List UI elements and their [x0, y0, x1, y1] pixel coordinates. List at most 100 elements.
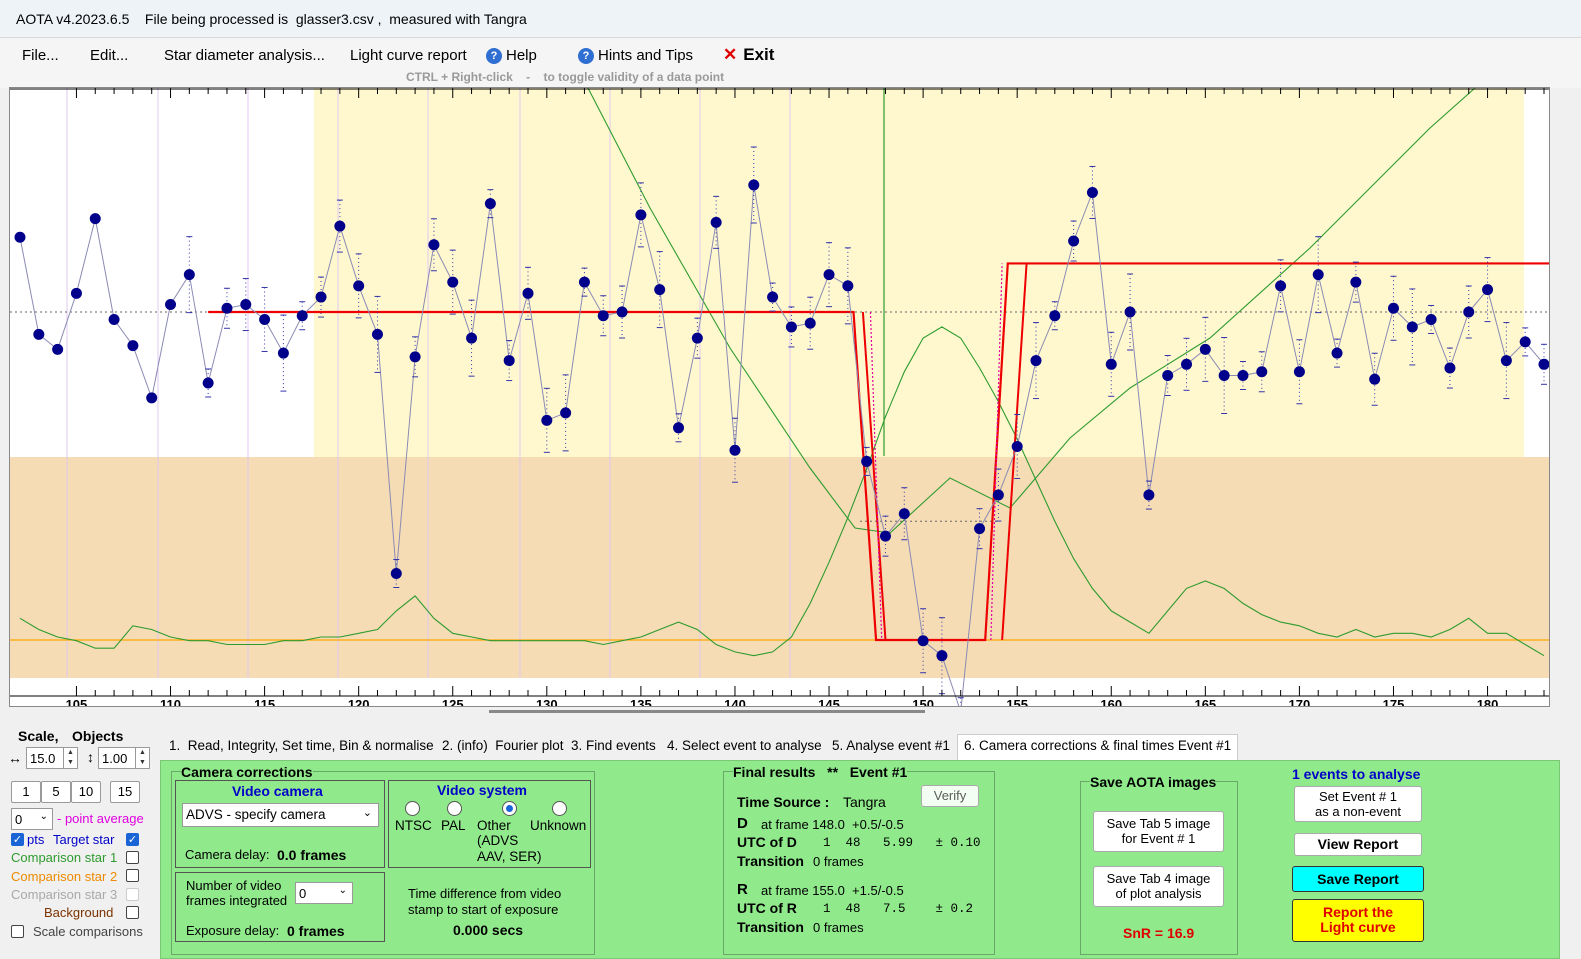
- set-non-event-label-2: as a non-event: [1314, 804, 1401, 819]
- tab-analyse-event[interactable]: 5. Analyse event #1: [832, 738, 950, 753]
- target-star-point: [541, 414, 553, 426]
- x-tick-label: 180: [1477, 697, 1499, 707]
- report-light-curve-label-1: Report the: [1323, 904, 1393, 920]
- verify-button[interactable]: Verify: [921, 785, 979, 807]
- target-star-point: [447, 276, 459, 288]
- plot-horizontal-scrollbar[interactable]: [9, 707, 1550, 717]
- transition-r-value: 0 frames: [813, 920, 864, 935]
- target-star-point: [1124, 306, 1136, 318]
- target-star-line: [19, 184, 1545, 706]
- other-label: Other: [477, 818, 511, 833]
- target-star-point: [861, 455, 873, 467]
- pts-checkbox[interactable]: ✓: [11, 833, 24, 846]
- point-average-label: - point average: [57, 811, 144, 826]
- down-arrow-icon[interactable]: ▼: [135, 758, 149, 768]
- r-frame: at frame 155.0 +1.5/-0.5: [761, 883, 904, 898]
- other-radio[interactable]: [502, 801, 517, 816]
- target-star-point: [1293, 366, 1305, 378]
- ntsc-radio[interactable]: [405, 801, 420, 816]
- x-tick-label: 125: [442, 697, 464, 707]
- light-curve-svg[interactable]: 105 110 115 120 125 130 135 140 145 150 155 160 165 1…: [10, 88, 1550, 707]
- target-star-checkbox[interactable]: ✓: [126, 833, 139, 846]
- menu-help[interactable]: ? Help: [486, 47, 537, 64]
- target-star-point: [1086, 186, 1098, 198]
- menu-star-diameter[interactable]: Star diameter analysis...: [164, 47, 325, 64]
- help-icon: ?: [486, 48, 502, 64]
- up-arrow-icon[interactable]: ▲: [63, 748, 77, 758]
- report-light-curve-button[interactable]: Report the Light curve: [1292, 899, 1424, 942]
- target-star-point: [1275, 280, 1287, 292]
- menu-file[interactable]: File...: [22, 47, 59, 64]
- comp2-checkbox[interactable]: [126, 869, 139, 882]
- x-tick-label: 150: [912, 697, 934, 707]
- background-checkbox[interactable]: [126, 906, 139, 919]
- target-star-point: [879, 530, 891, 542]
- d-edge-mid: [869, 311, 883, 641]
- x-tick-label: 135: [630, 697, 652, 707]
- zoom-1-button[interactable]: 1: [11, 781, 41, 803]
- axis-strip: [10, 678, 1549, 706]
- menu-light-curve-report[interactable]: Light curve report: [350, 47, 467, 64]
- zoom-10-button[interactable]: 10: [71, 781, 101, 803]
- comp1-checkbox[interactable]: [126, 851, 139, 864]
- scrollbar-thumb[interactable]: [489, 710, 925, 713]
- hints-icon: ?: [578, 48, 594, 64]
- transition-d-value: 0 frames: [813, 854, 864, 869]
- menu-hints[interactable]: ? Hints and Tips: [578, 47, 693, 64]
- target-star-point: [52, 343, 64, 355]
- comp3-label: Comparison star 3: [11, 887, 118, 902]
- window-title: AOTA v4.2023.6.5 File being processed is…: [16, 11, 527, 27]
- target-star-point: [1500, 355, 1512, 367]
- target-star-point: [1369, 373, 1381, 385]
- unknown-radio[interactable]: [552, 801, 567, 816]
- up-arrow-icon[interactable]: ▲: [135, 748, 149, 758]
- save-tab4-image-button[interactable]: Save Tab 4 image of plot analysis: [1093, 866, 1224, 907]
- hint-text: CTRL + Right-click - to toggle validity …: [406, 70, 725, 84]
- menu-exit[interactable]: ✕ Exit: [723, 45, 774, 65]
- comp3-checkbox[interactable]: [126, 888, 139, 901]
- save-tab5-image-button[interactable]: Save Tab 5 image for Event # 1: [1093, 811, 1224, 852]
- target-star-point: [277, 347, 289, 359]
- camera-select[interactable]: ADVS - specify camera ⌄: [182, 803, 379, 827]
- light-curve-plot[interactable]: 105 110 115 120 125 130 135 140 145 150 155 160 165 1…: [9, 87, 1550, 707]
- tab-find-events[interactable]: 3. Find events: [571, 738, 656, 753]
- save-report-button[interactable]: Save Report: [1292, 866, 1424, 892]
- target-star-point: [33, 328, 45, 340]
- save-tab4-label-1: Save Tab 4 image: [1106, 871, 1211, 886]
- tab-select-event[interactable]: 4. Select event to analyse: [667, 738, 822, 753]
- target-star-point: [635, 209, 647, 221]
- target-star-point: [1538, 358, 1549, 370]
- scale-x-spinner[interactable]: 15.0 ▲ ▼: [26, 747, 78, 769]
- pal-radio[interactable]: [447, 801, 462, 816]
- chevron-down-icon: ⌄: [39, 811, 48, 822]
- video-system-label: Video system: [437, 782, 528, 798]
- set-non-event-label-1: Set Event # 1: [1318, 789, 1398, 804]
- tab-camera-corrections[interactable]: 6. Camera corrections & final times Even…: [957, 734, 1239, 761]
- scale-comparisons-checkbox[interactable]: [11, 925, 24, 938]
- model-fit-line: [208, 262, 1549, 642]
- camera-corrections-panel: Camera corrections Video camera ADVS - s…: [160, 760, 1560, 959]
- target-star-point: [522, 287, 534, 299]
- tab-fourier[interactable]: 2. (info) Fourier plot: [442, 738, 564, 753]
- target-star-point: [785, 321, 797, 333]
- x-tick-label: 120: [348, 697, 370, 707]
- tab-read[interactable]: 1. Read, Integrity, Set time, Bin & norm…: [169, 738, 434, 753]
- frames-integrated-select[interactable]: 0 ⌄: [295, 882, 353, 904]
- menu-exit-label: Exit: [743, 45, 775, 64]
- time-diff-label-2: stamp to start of exposure: [408, 902, 559, 917]
- zoom-15-button[interactable]: 15: [110, 781, 140, 803]
- zoom-5-button[interactable]: 5: [41, 781, 71, 803]
- target-star-point: [842, 280, 854, 292]
- scale-y-spinner[interactable]: 1.00 ▲ ▼: [98, 747, 150, 769]
- target-star-point: [1162, 370, 1174, 382]
- set-non-event-button[interactable]: Set Event # 1 as a non-event: [1294, 786, 1422, 822]
- down-arrow-icon[interactable]: ▼: [63, 758, 77, 768]
- pal-label: PAL: [441, 818, 466, 833]
- target-star-point: [898, 508, 910, 520]
- menu-help-label: Help: [506, 47, 537, 64]
- view-report-button[interactable]: View Report: [1294, 833, 1422, 856]
- target-star-point: [578, 276, 590, 288]
- utc-d-value: 1 48 5.99 ± 0.10: [823, 836, 981, 850]
- menu-edit[interactable]: Edit...: [90, 47, 129, 64]
- point-average-select[interactable]: 0 ⌄: [11, 808, 53, 830]
